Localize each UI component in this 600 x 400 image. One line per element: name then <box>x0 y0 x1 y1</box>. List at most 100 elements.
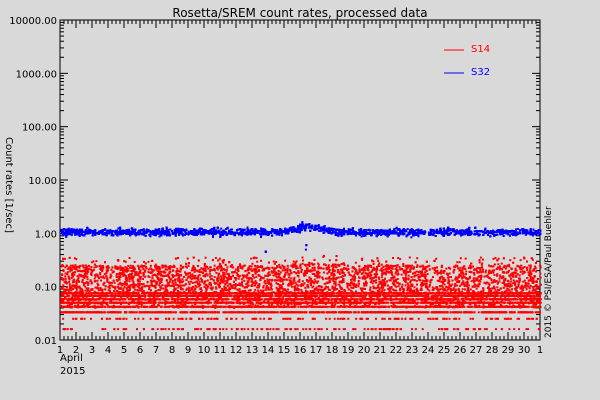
s14-point <box>470 298 473 301</box>
s14-point <box>210 317 213 320</box>
s14-point <box>162 298 164 301</box>
s14-point <box>430 301 433 304</box>
s14-point <box>158 298 161 301</box>
s14-point <box>514 298 517 301</box>
s14-point <box>225 317 228 320</box>
chart-title: Rosetta/SREM count rates, processed data <box>172 6 427 20</box>
s14-point <box>420 311 423 314</box>
s14-point <box>451 294 454 297</box>
s14-point <box>334 311 337 314</box>
s14-point <box>321 311 324 314</box>
s14-point <box>235 328 238 331</box>
y-tick-label: 1000.00 <box>16 69 57 80</box>
s14-point <box>210 311 213 314</box>
s14-point <box>168 328 171 331</box>
s14-point <box>275 328 278 331</box>
s14-point <box>145 311 147 314</box>
s14-point <box>323 305 326 308</box>
s14-point <box>530 317 533 320</box>
s14-point <box>448 317 451 320</box>
s14-point <box>290 305 293 308</box>
s14-point <box>110 311 113 314</box>
y-tick-label: 100.00 <box>22 123 57 134</box>
s14-point <box>83 311 86 314</box>
s14-point <box>343 328 346 331</box>
s14-point <box>391 294 394 297</box>
s14-point <box>197 311 200 314</box>
s14-point <box>357 311 360 314</box>
s14-point <box>274 294 277 297</box>
s14-point <box>211 311 214 314</box>
s14-point <box>218 301 220 304</box>
s14-point <box>396 311 399 314</box>
s14-point <box>286 317 289 320</box>
s14-point <box>276 311 279 314</box>
s14-point <box>271 311 274 314</box>
s14-point <box>125 301 128 304</box>
s14-point <box>177 328 180 331</box>
s14-point <box>172 311 175 314</box>
s14-point <box>368 305 371 308</box>
s14-point <box>332 294 335 297</box>
s14-point <box>230 317 233 320</box>
s14-point <box>167 311 170 314</box>
s14-point <box>490 301 493 304</box>
x-tick-label: 18 <box>326 345 339 356</box>
s14-point <box>382 328 385 331</box>
s14-point <box>479 305 482 308</box>
s14-point <box>274 305 277 308</box>
s14-point <box>189 301 192 304</box>
s14-point <box>122 317 125 320</box>
s14-point <box>418 311 421 314</box>
s14-point <box>246 311 249 314</box>
s14-point <box>532 301 535 304</box>
s14-point <box>282 305 285 308</box>
s14-point <box>394 301 397 304</box>
s14-point <box>273 298 276 301</box>
s14-point <box>456 298 459 301</box>
s14-point <box>165 317 167 320</box>
s14-point <box>104 328 107 331</box>
s14-point <box>538 328 541 331</box>
s14-point <box>525 301 528 304</box>
s14-point <box>375 311 378 314</box>
s14-point <box>512 311 515 314</box>
s14-point <box>530 305 533 308</box>
s14-point <box>394 298 397 301</box>
s14-point <box>269 311 272 314</box>
x-tick-label: 6 <box>137 345 143 356</box>
s14-point <box>219 298 222 301</box>
s14-point <box>181 298 184 301</box>
s14-point <box>428 292 431 295</box>
s14-point <box>461 294 464 297</box>
s14-point <box>375 317 377 320</box>
s14-point <box>149 305 152 308</box>
s14-point <box>122 328 125 331</box>
s14-point <box>417 294 420 297</box>
s14-point <box>299 294 302 297</box>
s14-point <box>377 311 380 314</box>
s14-point <box>89 305 92 308</box>
s14-point <box>217 298 220 301</box>
s14-point <box>326 311 329 314</box>
s14-point <box>316 298 319 301</box>
s14-point <box>399 311 402 314</box>
s14-point <box>328 317 331 320</box>
s14-point <box>330 301 333 304</box>
s14-point <box>409 311 412 314</box>
s14-point <box>389 317 392 320</box>
s14-point <box>470 301 473 304</box>
s14-point <box>313 317 316 320</box>
s14-point <box>89 294 92 297</box>
s14-point <box>469 305 472 308</box>
s14-point <box>282 298 284 301</box>
s14-point <box>504 305 507 308</box>
s14-point <box>528 305 530 308</box>
s14-point <box>320 294 322 297</box>
s14-point <box>376 305 379 308</box>
s14-point <box>475 298 477 301</box>
s14-point <box>193 305 196 308</box>
s14-point <box>172 317 175 320</box>
x-tick-label: 21 <box>374 345 387 356</box>
s14-point <box>438 311 441 314</box>
